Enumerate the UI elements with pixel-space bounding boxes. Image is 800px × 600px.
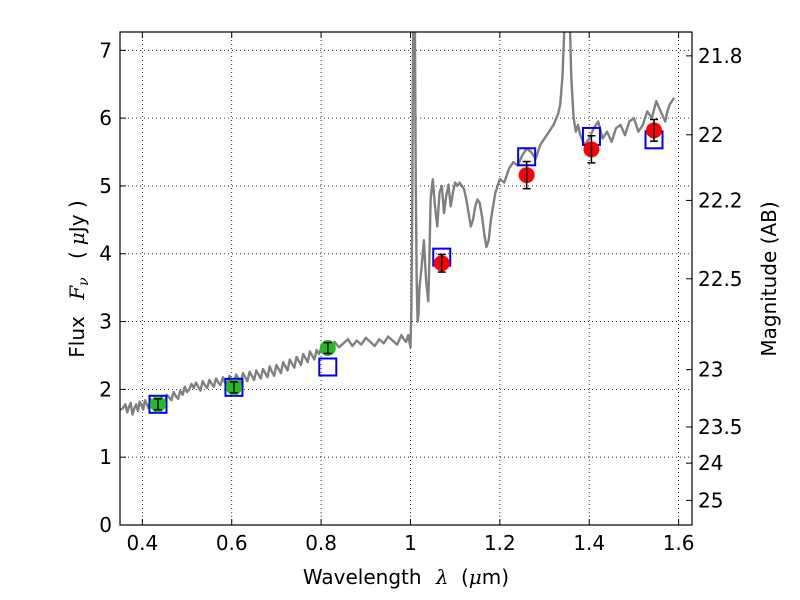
plot-background (120, 32, 692, 525)
right-tick-label: 23 (698, 358, 723, 382)
right-axis-label: Magnitude (AB) (757, 201, 781, 356)
x-tick-label: 0.4 (126, 531, 158, 555)
y-tick-label: 3 (99, 310, 112, 334)
right-tick-label: 22.5 (698, 267, 743, 291)
x-tick-label: 1 (404, 531, 417, 555)
right-tick-label: 23.5 (698, 415, 743, 439)
right-tick-label: 22 (698, 123, 723, 147)
right-axis-ticks: 21.8 22 22.2 22.5 23 23.5 24 25 (686, 44, 743, 512)
x-axis-label: Wavelength λ (μm) (303, 565, 509, 589)
y-axis-label: Flux Fν ( μJy ) (65, 200, 93, 357)
x-axis-label-unit-mu: μ (469, 565, 482, 589)
x-tick-label: 0.6 (216, 531, 248, 555)
y-tick-label: 7 (99, 38, 112, 62)
right-tick-label: 24 (698, 451, 723, 475)
right-tick-label: 25 (698, 488, 723, 512)
x-axis-label-unit-rest: m) (482, 565, 509, 589)
right-tick-label: 22.2 (698, 188, 743, 212)
y-tick-label: 6 (99, 106, 112, 130)
y-tick-label: 1 (99, 445, 112, 469)
x-tick-label: 0.8 (305, 531, 337, 555)
x-tick-label: 1.4 (573, 531, 605, 555)
model-photometry-square (224, 377, 244, 397)
observed-photometry-points (149, 118, 663, 413)
y-axis-label-unit-rest: Jy ) (65, 200, 89, 234)
y-tick-label: 5 (99, 174, 112, 198)
x-axis-ticks: 0.4 0.6 0.8 1 1.2 1.4 1.6 (126, 32, 695, 555)
right-tick-label: 21.8 (698, 44, 743, 68)
x-tick-label: 1.6 (663, 531, 695, 555)
x-axis-label-symbol: λ (435, 565, 449, 589)
y-tick-label: 2 (99, 377, 112, 401)
plot-area (120, 32, 676, 416)
x-tick-label: 1.2 (484, 531, 516, 555)
y-axis-label-unit-mu: μ (65, 232, 89, 245)
model-photometry-square (318, 357, 338, 377)
model-spectrum-line (120, 32, 676, 416)
y-axis-label-subscript: ν (76, 277, 92, 286)
y-axis-label-symbol: F (65, 285, 89, 301)
model-photometry-square (148, 394, 168, 414)
y-axis-label-unit-open: ( (65, 251, 89, 259)
y-tick-label: 4 (99, 242, 112, 266)
x-axis-label-unit-open: ( (461, 565, 469, 589)
y-tick-label: 0 (99, 513, 112, 537)
y-axis-label-prefix: Flux (65, 316, 89, 358)
y-axis-ticks: 0 1 2 3 4 5 6 7 (99, 38, 126, 537)
x-axis-label-prefix: Wavelength (303, 565, 422, 589)
